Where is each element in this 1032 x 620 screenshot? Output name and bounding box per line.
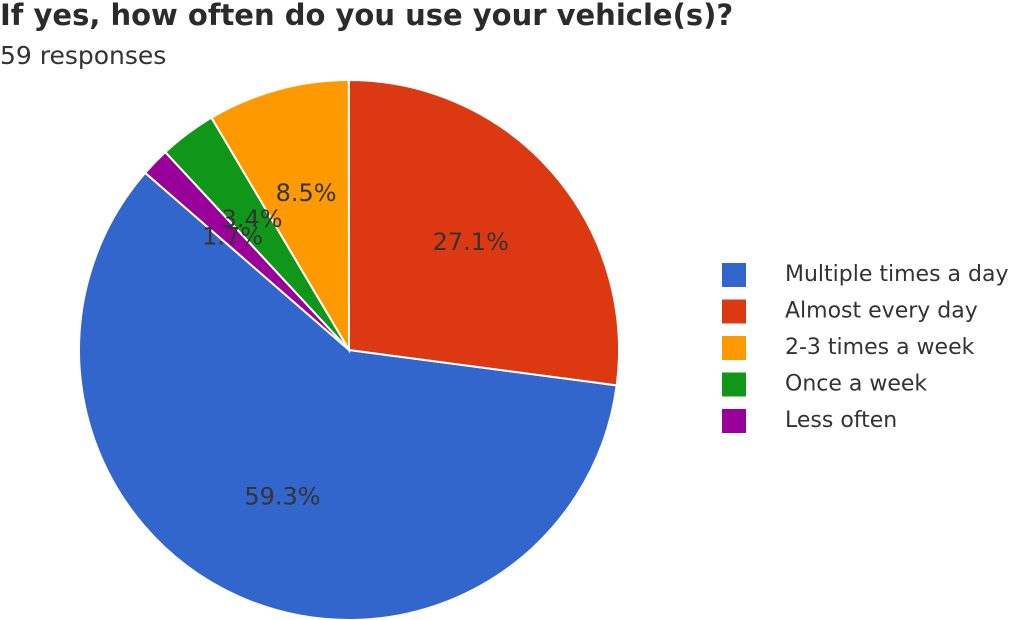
legend: Multiple times a day Almost every day 2-3 …	[722, 262, 1008, 433]
slice-label: 8.5%	[276, 179, 337, 207]
legend-swatch	[722, 336, 746, 360]
pie-slice	[143, 150, 350, 351]
legend-label: 2-3 times a week	[785, 335, 975, 360]
slice-label: 59.3%	[244, 483, 320, 511]
legend-label: Once a week	[785, 372, 927, 397]
legend-swatch	[722, 409, 746, 433]
pie: 59.3% 27.1% 8.5%3.4%1.7%	[78, 78, 620, 620]
pie-slice	[78, 171, 618, 620]
slice-label: 3.4%	[222, 205, 283, 233]
legend-swatch	[722, 263, 746, 287]
pie-slice	[210, 78, 351, 354]
legend-swatch	[722, 299, 746, 324]
legend-label: Less often	[785, 408, 897, 433]
slice-label: 1.7%	[202, 222, 263, 250]
legend-label: Multiple times a day	[785, 262, 1008, 287]
legend-label: Almost every day	[785, 299, 978, 324]
pie-slice	[347, 78, 620, 387]
chart-title: If yes, how often do you use your vehicl…	[0, 0, 733, 32]
chart-subtitle: 59 responses	[0, 41, 166, 70]
legend-swatch	[722, 372, 746, 397]
slice-label: 27.1%	[433, 228, 509, 256]
